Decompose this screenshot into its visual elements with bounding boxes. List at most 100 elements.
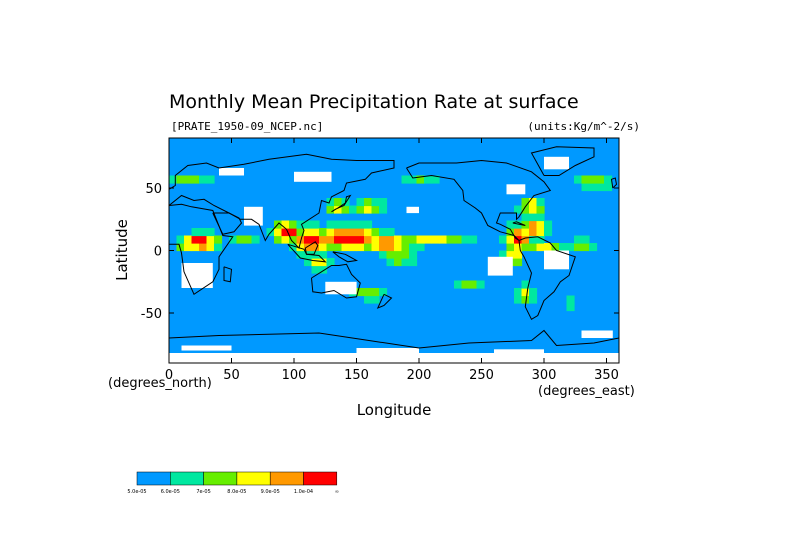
precip-cell <box>514 228 523 237</box>
chart-title: Monthly Mean Precipitation Rate at surfa… <box>169 91 579 113</box>
precip-cell <box>364 198 373 207</box>
precip-cell <box>176 243 185 252</box>
precip-cell <box>424 235 433 244</box>
colorbar-label: 9.0e-05 <box>261 489 280 495</box>
precip-cell <box>334 198 343 207</box>
precip-cell <box>401 250 410 259</box>
precip-cell <box>416 175 425 184</box>
x-unit-label: (degrees_east) <box>538 384 635 399</box>
y-axis-ticks: 50 0 -50 <box>141 182 619 322</box>
missing-data-patch <box>544 156 569 170</box>
precip-cell <box>326 258 335 267</box>
x-axis-title: Longitude <box>357 401 432 419</box>
precip-cell <box>551 243 560 252</box>
y-tick-label: -50 <box>141 307 162 322</box>
precip-cell <box>581 175 590 184</box>
precip-cell <box>514 288 523 297</box>
precip-cell <box>581 235 590 244</box>
precip-cell <box>356 288 365 297</box>
precip-cell <box>349 228 358 237</box>
precip-cell <box>401 175 410 184</box>
precip-cell <box>574 235 583 244</box>
precip-cell <box>506 220 515 229</box>
precip-cell <box>371 288 380 297</box>
precip-cell <box>589 175 598 184</box>
precip-cell <box>341 243 350 252</box>
precip-cell <box>454 280 463 289</box>
precip-cell <box>521 235 530 244</box>
coastline-cuba <box>512 221 526 226</box>
precip-cell <box>191 175 200 184</box>
coastline-greenland <box>530 146 595 176</box>
precip-cell <box>206 175 215 184</box>
precip-cell <box>296 235 305 244</box>
precip-cell <box>544 220 553 229</box>
x-tick-label: 300 <box>532 368 557 383</box>
missing-data-patch <box>406 206 419 214</box>
missing-data-patch <box>487 256 513 276</box>
missing-data-patch <box>219 168 244 176</box>
precip-cell <box>364 228 373 237</box>
coastline-africa <box>169 203 234 296</box>
precip-cell <box>319 235 328 244</box>
precip-cell <box>214 243 223 252</box>
precip-cell <box>229 235 238 244</box>
precip-cell <box>364 295 373 304</box>
missing-data-patch <box>356 348 419 353</box>
x-tick-label: 50 <box>223 368 240 383</box>
precip-cell <box>236 235 245 244</box>
precip-cell <box>409 250 418 259</box>
precip-cell <box>319 250 328 259</box>
precip-cell <box>476 280 485 289</box>
precip-cell <box>439 235 448 244</box>
colorbar-label: 1.0e-04 <box>294 489 313 495</box>
precip-cell <box>379 235 388 244</box>
precip-cell <box>499 235 508 244</box>
precip-cell <box>514 258 523 267</box>
missing-data-patch <box>244 206 263 226</box>
precip-cell <box>371 228 380 237</box>
precip-cell <box>529 228 538 237</box>
y-unit-label: (degrees_north) <box>108 376 212 391</box>
precip-cell <box>206 228 215 237</box>
precip-cell <box>386 258 395 267</box>
precip-cell <box>206 243 215 252</box>
precip-cell <box>604 183 613 192</box>
precip-cell <box>304 220 313 229</box>
precip-cell <box>206 235 215 244</box>
precip-cell <box>506 235 515 244</box>
precip-cell <box>386 235 395 244</box>
precip-cell <box>191 243 200 252</box>
precip-cell <box>424 175 433 184</box>
precip-cell <box>364 220 373 229</box>
precip-cell <box>529 288 538 297</box>
precip-cell <box>371 295 380 304</box>
precip-cell <box>251 235 260 244</box>
precip-cell <box>521 198 530 207</box>
colorbar-legend: 5.0e-05 6.0e-05 7e-05 8.0e-05 9.0e-05 1.0e-04… <box>127 471 339 495</box>
precip-cell <box>311 258 320 267</box>
colorbar-swatch <box>203 471 238 486</box>
precip-cell <box>304 243 313 252</box>
precip-cell <box>364 205 373 214</box>
precip-cell <box>191 235 200 244</box>
coastline-borneo <box>304 241 319 255</box>
precip-cell <box>446 235 455 244</box>
precip-cell <box>401 243 410 252</box>
precip-cell <box>604 175 613 184</box>
precip-cell <box>386 243 395 252</box>
coastline-new-guinea <box>332 251 359 263</box>
precip-cell <box>589 243 598 252</box>
precip-cell <box>409 175 418 184</box>
precip-cell <box>356 235 365 244</box>
colorbar-label: 5.0e-05 <box>127 489 146 495</box>
precip-cell <box>536 228 545 237</box>
precip-cell <box>296 250 305 259</box>
coastline-north-america <box>406 159 552 241</box>
precip-cell <box>214 235 223 244</box>
precip-cell <box>334 228 343 237</box>
precip-cell <box>514 205 523 214</box>
missing-data-patch <box>581 330 613 338</box>
precip-cell <box>356 198 365 207</box>
precip-cell <box>311 235 320 244</box>
